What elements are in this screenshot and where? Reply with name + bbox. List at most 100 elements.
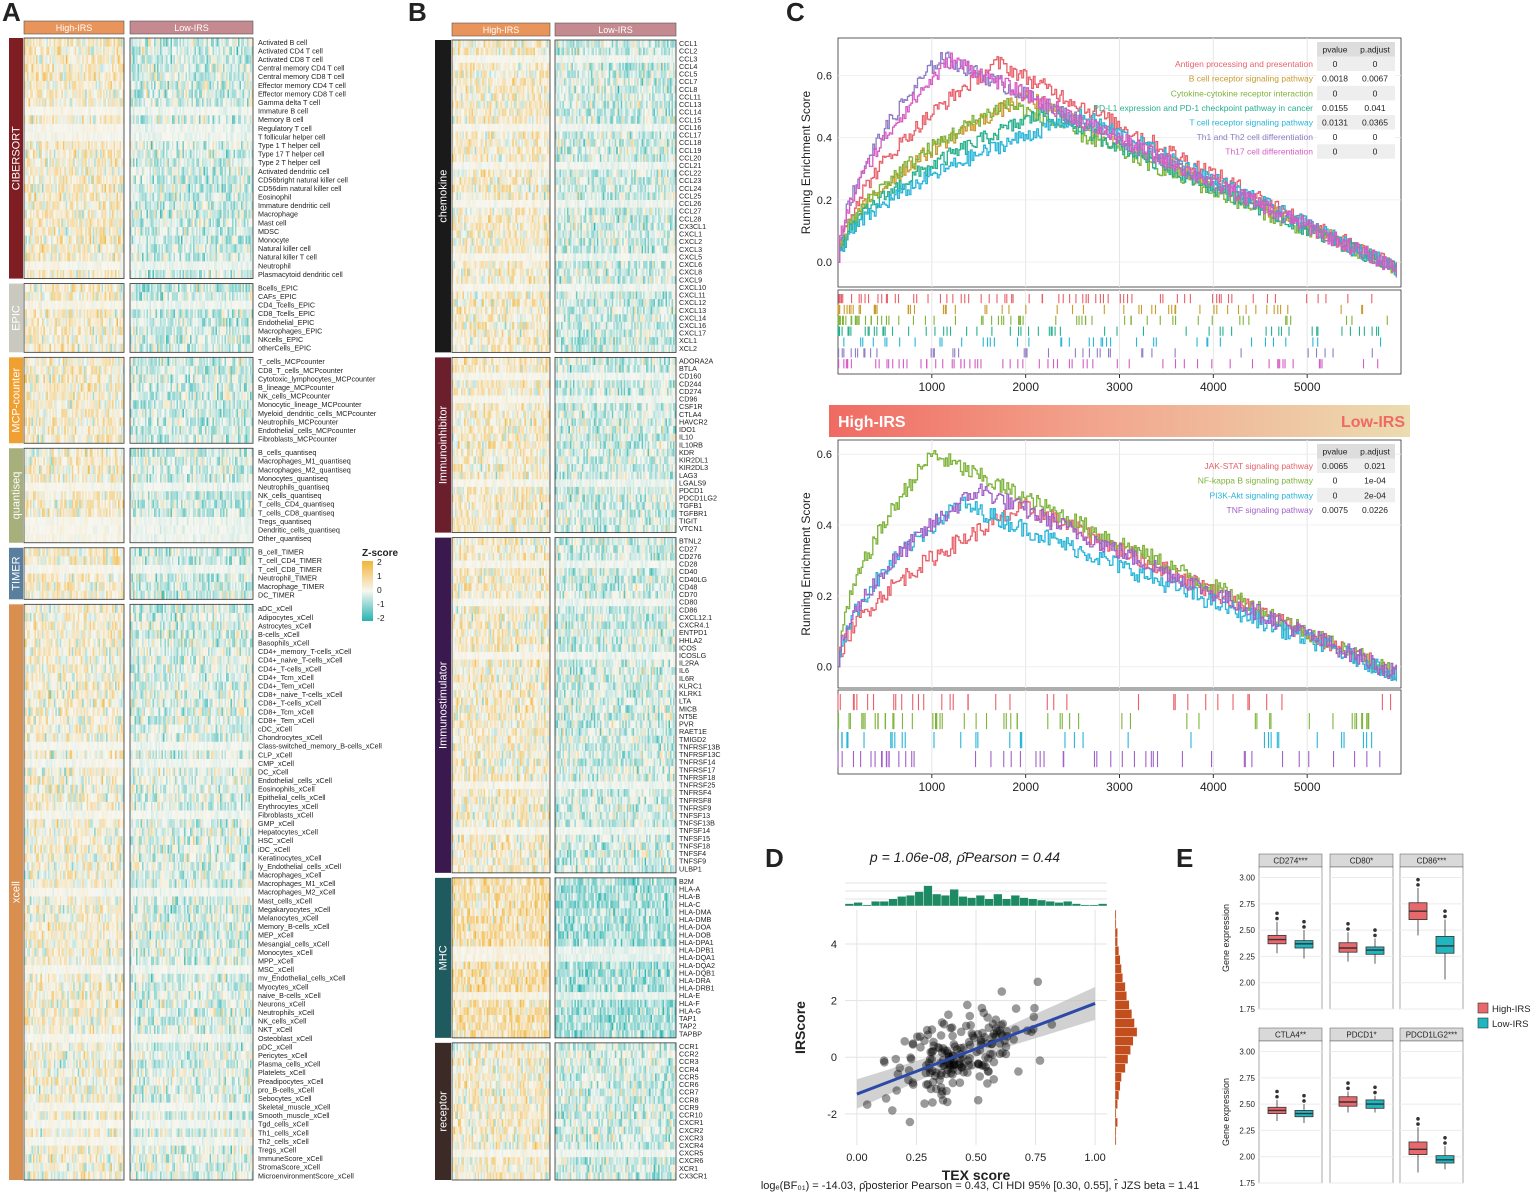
- heat-cell: [250, 106, 252, 116]
- heat-cell: [59, 63, 62, 73]
- heat-cell: [143, 55, 146, 65]
- heat-cell: [121, 89, 123, 99]
- heat-cell: [56, 123, 59, 133]
- heat-cell: [157, 80, 159, 90]
- heat-cell: [97, 98, 99, 108]
- heat-cell: [235, 80, 237, 90]
- heat-cell: [169, 55, 171, 65]
- heat-cell: [161, 89, 164, 99]
- heat-cell: [43, 89, 46, 99]
- heat-cell: [31, 63, 34, 73]
- heat-cell: [38, 63, 41, 73]
- heat-cell: [172, 123, 174, 133]
- heat-cell: [160, 89, 162, 99]
- heat-cell: [191, 89, 194, 99]
- heat-cell: [40, 132, 43, 142]
- heat-cell: [203, 55, 206, 65]
- heat-cell: [24, 80, 26, 90]
- heat-cell: [62, 132, 65, 142]
- heat-cell: [205, 38, 207, 47]
- heat-cell: [133, 38, 135, 47]
- heat-cell: [226, 115, 228, 125]
- heat-cell: [164, 80, 167, 90]
- heat-cell: [136, 115, 138, 125]
- heat-cell: [238, 98, 240, 108]
- heat-cell: [149, 98, 152, 108]
- heat-cell: [185, 123, 188, 133]
- heat-cell: [188, 55, 191, 65]
- heat-cell: [92, 89, 95, 99]
- heat-cell: [229, 106, 231, 116]
- heat-cell: [149, 55, 152, 65]
- heat-cell: [134, 80, 137, 90]
- heat-cell: [43, 98, 46, 108]
- heat-cell: [217, 98, 219, 108]
- heat-cell: [43, 55, 46, 65]
- heat-cell: [167, 55, 170, 65]
- heat-cell: [218, 38, 221, 47]
- heat-cell: [110, 63, 113, 73]
- heat-cell: [167, 63, 170, 73]
- heat-cell: [185, 80, 188, 90]
- heat-cell: [74, 132, 77, 142]
- heat-cell: [71, 46, 74, 56]
- heat-cell: [37, 63, 40, 73]
- heat-cell: [200, 38, 203, 47]
- heat-cell: [79, 106, 82, 116]
- heat-cell: [82, 89, 84, 99]
- heat-cell: [214, 123, 216, 133]
- heat-cell: [215, 63, 218, 73]
- heat-cell: [104, 89, 107, 99]
- heat-cell: [236, 72, 239, 82]
- block-bar-label: CIBERSORT: [11, 126, 23, 190]
- heat-cell: [223, 106, 225, 116]
- heat-cell: [116, 123, 119, 133]
- heat-cell: [226, 38, 228, 47]
- heat-cell: [61, 46, 64, 56]
- block-bar-cibersort: [9, 38, 23, 279]
- heat-cell: [32, 132, 35, 142]
- heat-cell: [142, 123, 144, 133]
- heat-cell: [88, 80, 90, 90]
- heat-cell: [24, 98, 26, 108]
- group-header-low-label: Low-IRS: [174, 23, 209, 33]
- heat-cell: [163, 98, 165, 108]
- heat-cell: [220, 55, 222, 65]
- heat-cell: [172, 72, 174, 82]
- heat-cell: [203, 123, 206, 133]
- heat-cell: [61, 55, 64, 65]
- heat-cell: [211, 89, 213, 99]
- heat-cell: [205, 115, 207, 125]
- heat-cell: [166, 89, 168, 99]
- heat-cell: [89, 106, 92, 116]
- heat-cell: [97, 89, 99, 99]
- heat-cell: [184, 46, 186, 56]
- heat-cell: [31, 89, 34, 99]
- heat-cell: [56, 46, 59, 56]
- heat-cell: [100, 98, 102, 108]
- heat-cell: [118, 89, 120, 99]
- panel-label-a: A: [2, 0, 21, 28]
- heat-cell: [62, 80, 65, 90]
- heat-cell: [97, 46, 99, 56]
- heat-cell: [229, 123, 231, 133]
- heat-cell: [146, 63, 149, 73]
- heat-cell: [79, 72, 82, 82]
- heat-cell: [35, 89, 38, 99]
- heat-cell: [56, 115, 59, 125]
- heat-cell: [52, 123, 55, 133]
- heat-cell: [119, 80, 122, 90]
- heat-cell: [200, 106, 203, 116]
- heat-cell: [161, 72, 164, 82]
- heat-cell: [217, 123, 219, 133]
- heat-cell: [55, 46, 58, 56]
- heat-cell: [44, 123, 47, 133]
- heat-cell: [235, 123, 237, 133]
- heat-cell: [52, 55, 55, 65]
- heat-cell: [40, 123, 43, 133]
- heat-cell: [110, 72, 113, 82]
- heat-cell: [74, 55, 77, 65]
- heat-cell: [205, 106, 207, 116]
- heat-cell: [73, 123, 76, 133]
- heat-cell: [197, 46, 200, 56]
